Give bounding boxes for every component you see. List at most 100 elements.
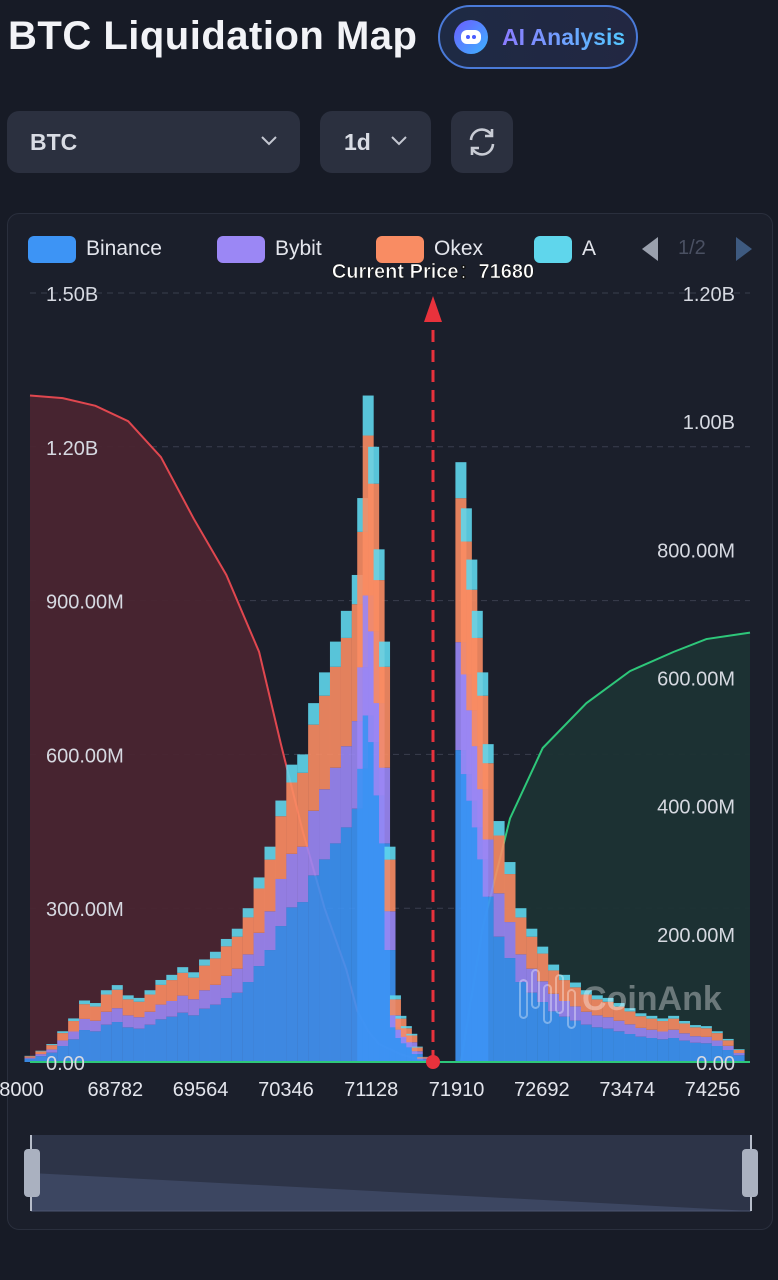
bar-segment (89, 1003, 101, 1007)
refresh-icon (469, 128, 495, 156)
bar-segment (493, 835, 505, 894)
ai-analysis-button[interactable]: AI Analysis (438, 5, 638, 69)
robot-icon (454, 20, 488, 54)
legend-binance[interactable]: Binance (28, 234, 162, 264)
bar-segment (668, 1038, 680, 1062)
bar-segment (548, 993, 560, 1012)
bar-segment (319, 672, 331, 696)
right-axis-tick-label: 200.00M (657, 925, 735, 947)
bar-segment (46, 1045, 58, 1050)
x-axis-tick-label: 68000 (0, 1079, 44, 1101)
bar-segment (275, 816, 287, 879)
x-axis-tick-label: 70346 (258, 1079, 314, 1101)
bar-segment (411, 1047, 423, 1052)
bar-segment (477, 672, 489, 696)
left-axis-tick-label: 1.50B (46, 284, 98, 306)
bar-segment (231, 992, 243, 1062)
legend-okex[interactable]: Okex (376, 234, 483, 264)
bar-segment (406, 1035, 418, 1043)
bar-segment (602, 997, 614, 1002)
left-axis-tick-label: 600.00M (46, 745, 124, 767)
bar-segment (624, 1034, 636, 1062)
bar-segment (689, 1027, 701, 1037)
legend-label: Bybit (275, 237, 322, 260)
legend-swatch (28, 235, 76, 263)
bar-segment (220, 998, 232, 1062)
bar-segment (286, 907, 298, 1062)
bar-segment (733, 1055, 745, 1062)
bar-segment (35, 1056, 47, 1062)
bar-segment (679, 1040, 691, 1062)
bar-segment (384, 911, 396, 951)
bar-segment (155, 1019, 167, 1062)
bar-segment (722, 1050, 734, 1062)
page-title: BTC Liquidation Map (8, 14, 418, 58)
bar-segment (504, 874, 516, 923)
bar-segment (362, 395, 374, 436)
bar-segment (559, 1000, 571, 1017)
bar-segment (319, 859, 331, 1062)
bar-segment (329, 843, 341, 1062)
legend-label: Binance (86, 237, 162, 260)
bar-segment (657, 1039, 669, 1062)
bar-segment (177, 972, 189, 996)
slider-right-handle[interactable] (742, 1135, 758, 1211)
bar-segment (166, 974, 178, 981)
bar-segment (722, 1038, 734, 1041)
x-axis-tick-label: 71910 (429, 1079, 485, 1101)
bar-segment (700, 1043, 712, 1062)
bar-segment (133, 1028, 145, 1062)
bar-segment (100, 994, 112, 1012)
bar-segment (111, 1008, 123, 1023)
bar-segment (253, 932, 265, 967)
right-axis-tick-label: 1.00B (683, 412, 735, 434)
refresh-button[interactable] (451, 111, 513, 173)
bar-segment (493, 893, 505, 937)
bar-segment (155, 1004, 167, 1020)
bar-segment (308, 875, 320, 1062)
legend-truncated-item[interactable]: A (534, 234, 596, 264)
zoom-slider[interactable] (23, 1133, 758, 1213)
bar-segment (368, 446, 380, 484)
legend-next-icon[interactable] (734, 236, 754, 262)
bar-segment (297, 902, 309, 1062)
bar-segment (199, 1008, 211, 1062)
right-axis-tick-label: 400.00M (657, 797, 735, 819)
current-price-arrow (424, 296, 442, 322)
legend-bybit[interactable]: Bybit (217, 234, 322, 264)
bar-segment (646, 1029, 658, 1039)
slider-left-handle[interactable] (24, 1135, 40, 1211)
legend-prev-icon[interactable] (640, 236, 660, 262)
bar-segment (46, 1049, 58, 1053)
bar-segment (209, 1004, 221, 1062)
bar-segment (624, 1011, 636, 1025)
bar-segment (209, 951, 221, 959)
bar-segment (569, 982, 581, 988)
symbol-select[interactable]: BTC (7, 111, 300, 173)
bar-segment (580, 994, 592, 1012)
bar-segment (515, 954, 527, 983)
bar-segment (711, 1031, 723, 1034)
ai-analysis-label: AI Analysis (502, 23, 626, 50)
bar-segment (548, 1011, 560, 1062)
bar-segment (668, 1029, 680, 1039)
bar-segment (286, 782, 298, 854)
bar-segment (166, 1016, 178, 1062)
bar-segment (275, 800, 287, 817)
bar-segment (646, 1038, 658, 1062)
right-axis-tick-label: 0.00 (696, 1053, 735, 1075)
bar-segment (329, 641, 341, 667)
bar-segment (253, 966, 265, 1062)
bar-segment (411, 1051, 423, 1055)
bar-segment (569, 1006, 581, 1021)
bar-segment (35, 1051, 47, 1055)
bar-segment (602, 1017, 614, 1029)
bar-segment (275, 878, 287, 927)
bar-segment (57, 1031, 69, 1034)
bar-segment (231, 968, 243, 993)
interval-select[interactable]: 1d (320, 111, 431, 173)
bar-segment (188, 972, 200, 978)
bar-segment (89, 1006, 101, 1021)
bar-segment (679, 1023, 691, 1034)
